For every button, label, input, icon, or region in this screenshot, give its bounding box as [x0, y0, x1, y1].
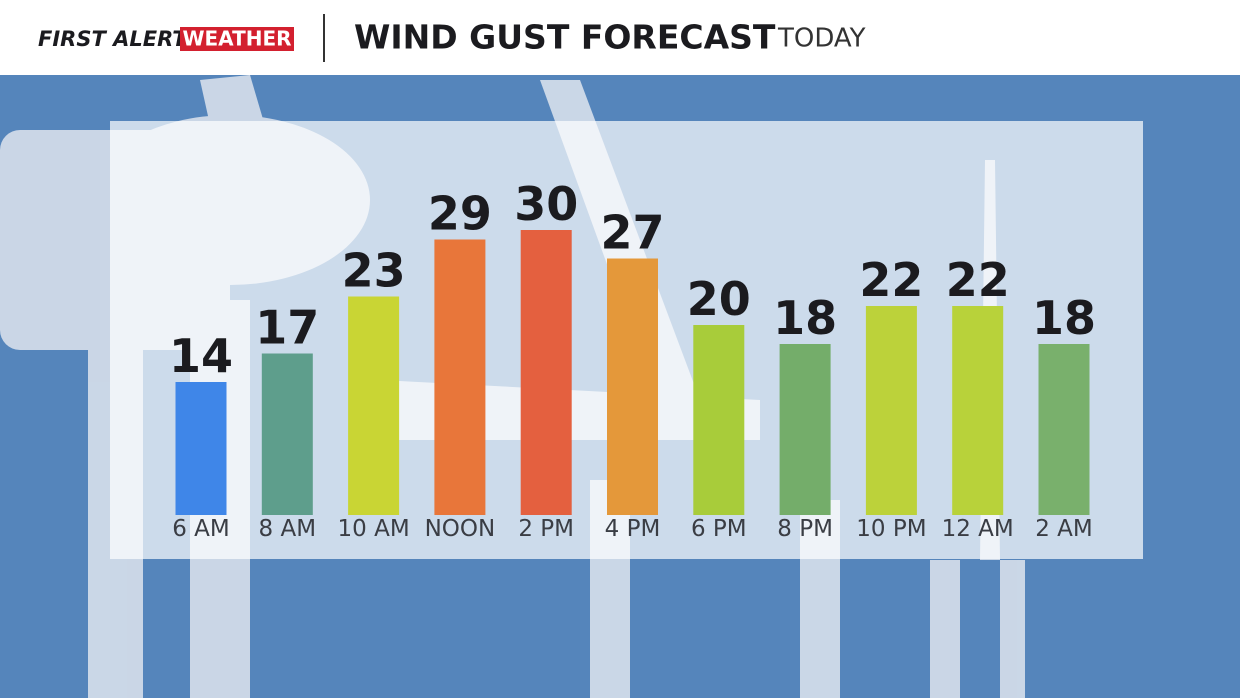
brand-highlight: WEATHER — [182, 27, 291, 51]
bar — [779, 344, 831, 515]
brand-badge — [180, 27, 294, 51]
bar — [520, 230, 572, 515]
bar — [261, 353, 313, 515]
bar — [693, 325, 745, 515]
x-tick-label: 8 PM — [777, 516, 833, 542]
chart-title: WIND GUST FORECAST — [354, 18, 776, 57]
brand-text: FIRST ALERT — [38, 27, 188, 51]
bar — [434, 239, 486, 515]
x-tick-label: 2 AM — [1035, 516, 1093, 542]
value-label: 30 — [514, 177, 578, 231]
chart-subtitle: TODAY — [777, 24, 866, 54]
value-label: 23 — [342, 244, 406, 298]
bar — [1038, 344, 1090, 515]
x-tick-label: 6 PM — [691, 516, 747, 542]
bar — [348, 296, 400, 515]
value-label: 14 — [169, 329, 233, 383]
x-tick-label: 2 PM — [518, 516, 574, 542]
bar — [865, 306, 917, 515]
value-label: 22 — [859, 253, 923, 307]
bar — [607, 258, 658, 515]
value-label: 18 — [1032, 291, 1096, 345]
x-tick-label: NOON — [425, 516, 496, 542]
x-tick-label: 10 AM — [338, 516, 410, 542]
value-label: 18 — [773, 291, 837, 345]
value-label: 17 — [255, 301, 319, 355]
x-tick-label: 12 AM — [942, 516, 1014, 542]
value-label: 27 — [600, 206, 664, 260]
value-label: 22 — [946, 253, 1010, 307]
bar — [175, 382, 227, 515]
x-tick-label: 8 AM — [259, 516, 317, 542]
x-tick-label: 10 PM — [856, 516, 926, 542]
x-tick-label: 6 AM — [172, 516, 230, 542]
x-tick-label: 4 PM — [605, 516, 661, 542]
value-label: 29 — [428, 187, 492, 241]
bar — [952, 306, 1004, 515]
value-label: 20 — [687, 272, 751, 326]
